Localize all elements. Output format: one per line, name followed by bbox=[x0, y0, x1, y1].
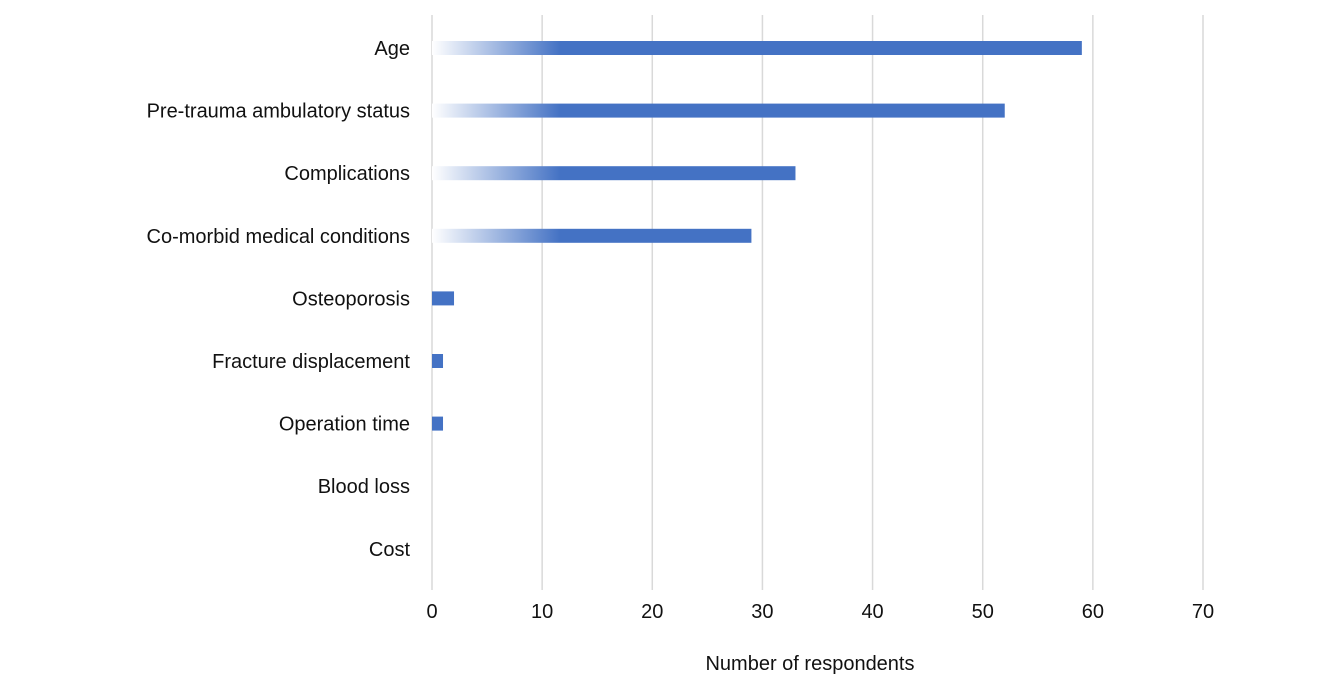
x-tick-label: 0 bbox=[426, 601, 437, 623]
x-tick-label: 20 bbox=[641, 601, 663, 623]
category-label: Cost bbox=[369, 539, 411, 561]
bar-pre-trauma-ambulatory-status bbox=[432, 103, 1005, 118]
x-tick-label: 70 bbox=[1192, 601, 1214, 623]
bars bbox=[432, 41, 1082, 431]
category-label: Pre-trauma ambulatory status bbox=[147, 101, 410, 123]
bar-age bbox=[432, 41, 1082, 55]
gridlines bbox=[431, 15, 1204, 590]
category-label: Fracture displacement bbox=[212, 351, 410, 373]
category-label: Age bbox=[374, 38, 410, 60]
x-tick-label: 10 bbox=[531, 601, 553, 623]
bar-complications bbox=[432, 166, 796, 181]
category-label: Blood loss bbox=[318, 476, 410, 498]
category-label: Complications bbox=[284, 163, 410, 185]
x-tick-label: 40 bbox=[861, 601, 883, 623]
category-label: Osteoporosis bbox=[292, 288, 410, 310]
x-tick-label: 30 bbox=[751, 601, 773, 623]
x-axis-title: Number of respondents bbox=[705, 653, 914, 675]
x-tick-label: 50 bbox=[972, 601, 994, 623]
x-tick-labels: 0 10 20 30 40 50 60 70 bbox=[426, 601, 1214, 623]
bar-co-morbid-medical-conditions bbox=[432, 228, 752, 243]
category-label: Operation time bbox=[279, 414, 410, 436]
bar-operation-time bbox=[432, 416, 444, 431]
category-labels: Age Pre-trauma ambulatory status Complicat… bbox=[147, 38, 411, 561]
bar-fracture-displacement bbox=[432, 354, 444, 368]
category-label: Co-morbid medical conditions bbox=[147, 226, 410, 248]
x-tick-label: 60 bbox=[1082, 601, 1104, 623]
bar-osteoporosis bbox=[432, 291, 455, 306]
